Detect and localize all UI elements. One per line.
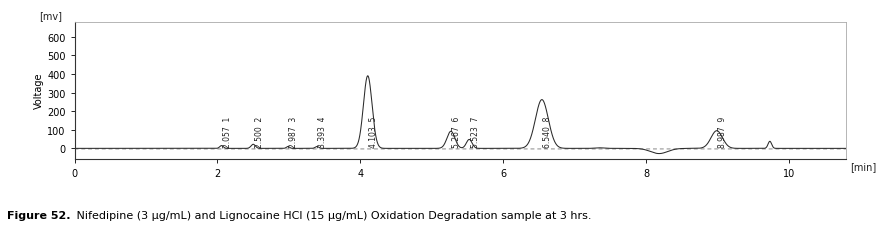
Text: [mv]: [mv]: [39, 11, 61, 21]
Text: 2.057  1: 2.057 1: [223, 116, 232, 147]
Text: 2.500  2: 2.500 2: [254, 116, 264, 147]
Text: Nifedipine (3 μg/mL) and Lignocaine HCl (15 μg/mL) Oxidation Degradation sample : Nifedipine (3 μg/mL) and Lignocaine HCl …: [73, 210, 591, 220]
Text: 8.987  9: 8.987 9: [718, 116, 727, 147]
Text: Figure 52.: Figure 52.: [7, 210, 70, 220]
Text: 5.267  6: 5.267 6: [453, 116, 461, 147]
Text: 3.393  4: 3.393 4: [318, 116, 327, 147]
Text: 2.987  3: 2.987 3: [289, 116, 298, 147]
Text: [min]: [min]: [850, 162, 876, 172]
Y-axis label: Voltage: Voltage: [34, 73, 44, 109]
Text: 4.103  5: 4.103 5: [369, 116, 378, 147]
Text: 6.540  8: 6.540 8: [544, 116, 553, 147]
Text: 5.523  7: 5.523 7: [471, 116, 480, 147]
